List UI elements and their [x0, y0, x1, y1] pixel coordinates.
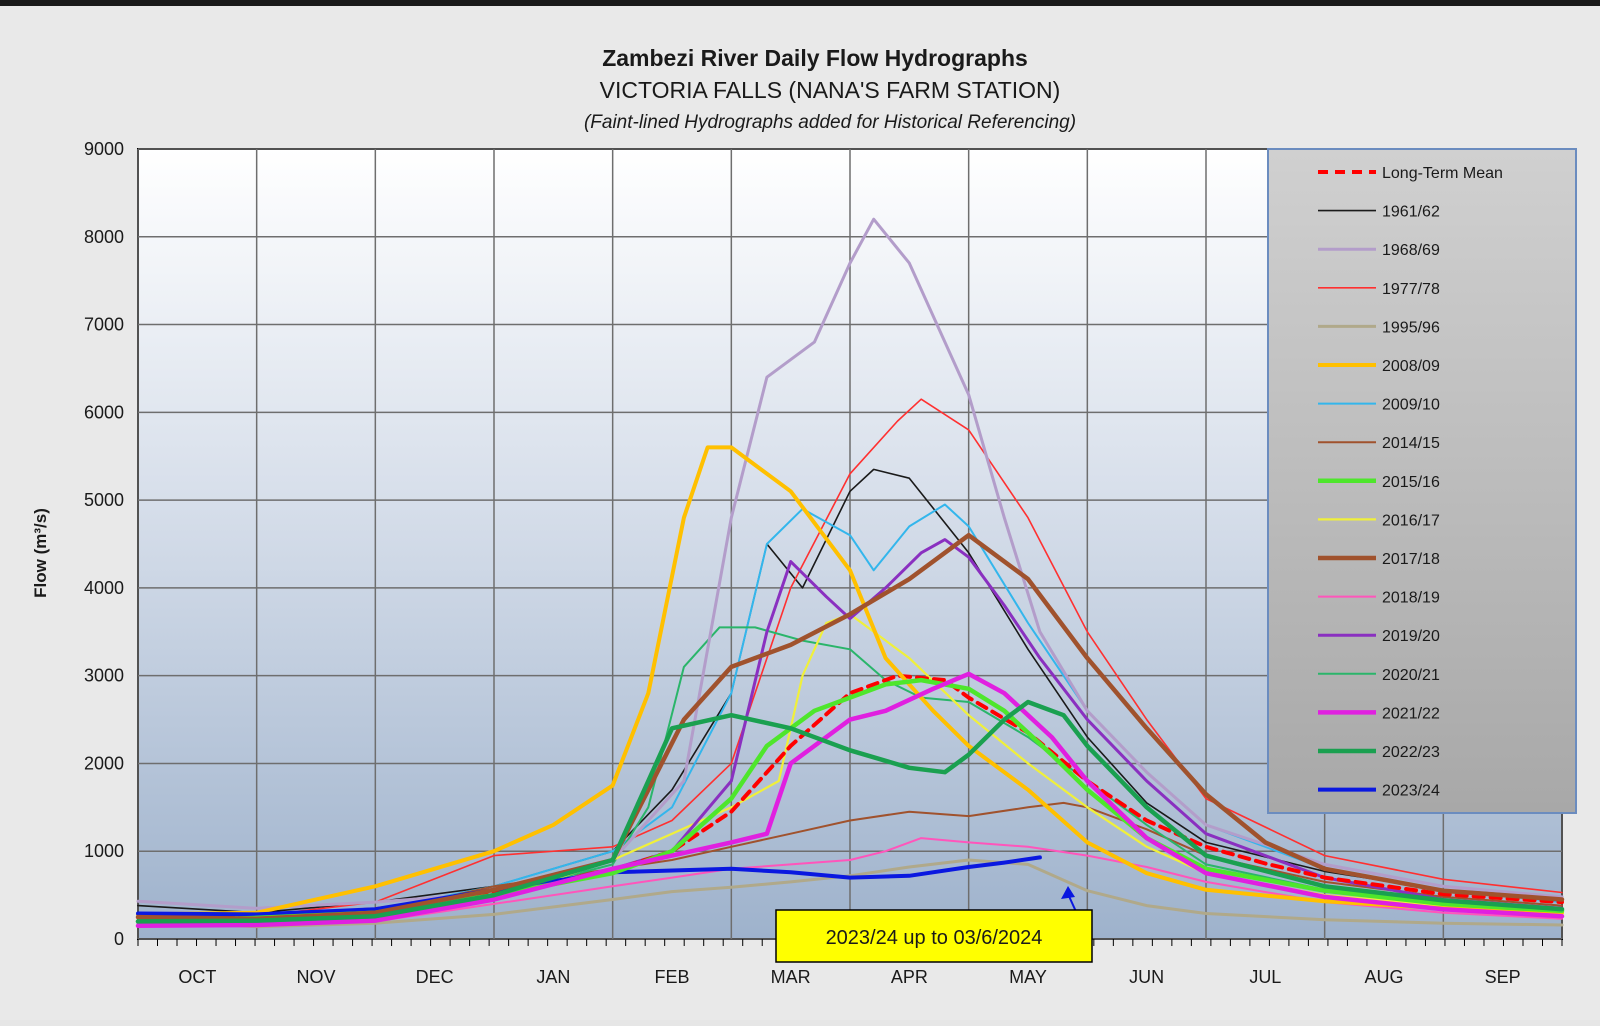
x-tick-label: JAN [536, 967, 570, 987]
series-line-2021-22 [135, 671, 1565, 929]
legend-label-2014-15: 2014/15 [1382, 435, 1440, 452]
x-tick-label: FEB [654, 967, 689, 987]
series-line-2008-09 [136, 445, 1564, 917]
chart-title: Zambezi River Daily Flow Hydrographs [602, 45, 1028, 71]
hydrograph-chart: 0 1000 2000 3000 4000 5000 6000 7000 8000 9000 OCT… [31, 45, 1577, 987]
y-tick-label: 0 [114, 929, 124, 949]
series-line-2022-23 [135, 699, 1565, 924]
annotation-box [775, 909, 1093, 963]
x-tick-label: DEC [416, 967, 454, 987]
x-tick-label: NOV [296, 967, 335, 987]
y-tick-label: 9000 [84, 139, 124, 159]
y-tick-label: 2000 [84, 753, 124, 773]
legend-label-2015-16: 2015/16 [1382, 474, 1440, 491]
series-line-1977-78 [137, 398, 1563, 917]
x-tick-label: MAY [1009, 967, 1047, 987]
x-tick-label: APR [891, 967, 928, 987]
x-tick-label: JUL [1249, 967, 1281, 987]
x-tick-label: JUN [1129, 967, 1164, 987]
annotation-arrow-head [1061, 886, 1075, 899]
y-tick-label: 8000 [84, 227, 124, 247]
x-tick-label: AUG [1364, 967, 1403, 987]
series-line-2023-24 [136, 855, 1042, 917]
y-tick-label: 7000 [84, 315, 124, 335]
y-tick-label: 4000 [84, 578, 124, 598]
legend-label-2008-09: 2008/09 [1382, 358, 1440, 375]
y-tick-label: 6000 [84, 402, 124, 422]
series-line-2017-18 [135, 532, 1565, 922]
y-tick-label: 5000 [84, 490, 124, 510]
legend-label-2023-24: 2023/24 [1382, 783, 1440, 800]
legend: Long-Term Mean 1961/62 1968/69 1977/78 1995/… [1267, 148, 1577, 814]
legend-label-2017-18: 2017/18 [1382, 551, 1440, 568]
legend-label-1995-96: 1995/96 [1382, 319, 1440, 336]
legend-label-2016-17: 2016/17 [1382, 512, 1440, 529]
legend-label-2020-21: 2020/21 [1382, 667, 1440, 684]
x-tick-label: OCT [178, 967, 216, 987]
chart-subtitle: VICTORIA FALLS (NANA'S FARM STATION) [600, 77, 1061, 103]
annotation: 2023/24 up to 03/6/2024 [775, 886, 1093, 963]
series-line-2018-19 [137, 837, 1563, 927]
legend-label-1977-78: 1977/78 [1382, 281, 1440, 298]
legend-label-2009-10: 2009/10 [1382, 397, 1440, 414]
legend-label-2021-22: 2021/22 [1382, 705, 1440, 722]
y-axis-label: Flow (m³/s) [31, 508, 50, 598]
axes: 0 1000 2000 3000 4000 5000 6000 7000 8000 9000 OCT… [84, 139, 1563, 987]
y-tick-label: 1000 [84, 841, 124, 861]
legend-label-2022-23: 2022/23 [1382, 744, 1440, 761]
legend-label-1968-69: 1968/69 [1382, 242, 1440, 259]
x-tick-label: MAR [771, 967, 811, 987]
annotation-text: 2023/24 up to 03/6/2024 [826, 927, 1043, 949]
legend-label-long-term-mean: Long-Term Mean [1382, 165, 1503, 182]
legend-label-2019-20: 2019/20 [1382, 628, 1440, 645]
series-layer [135, 217, 1565, 929]
y-tick-label: 3000 [84, 666, 124, 686]
chart-subsubtitle: (Faint-lined Hydrographs added for Histo… [584, 112, 1076, 133]
legend-label-1961-62: 1961/62 [1382, 204, 1440, 221]
x-tick-label: SEP [1485, 967, 1521, 987]
legend-label-2018-19: 2018/19 [1382, 590, 1440, 607]
series-line-1995-96 [136, 858, 1564, 929]
